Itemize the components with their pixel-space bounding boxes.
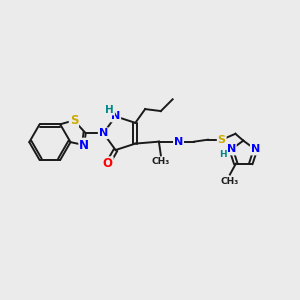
- Text: S: S: [70, 114, 78, 127]
- Text: O: O: [103, 157, 113, 170]
- Text: N: N: [79, 139, 89, 152]
- Text: N: N: [226, 145, 236, 154]
- Text: S: S: [218, 135, 226, 145]
- Text: H: H: [105, 105, 114, 115]
- Text: CH₃: CH₃: [221, 176, 239, 185]
- Text: N: N: [251, 145, 260, 154]
- Text: N: N: [174, 136, 183, 147]
- Text: N: N: [99, 128, 108, 138]
- Text: H: H: [220, 150, 227, 159]
- Text: CH₃: CH₃: [152, 157, 170, 166]
- Text: N: N: [111, 111, 120, 122]
